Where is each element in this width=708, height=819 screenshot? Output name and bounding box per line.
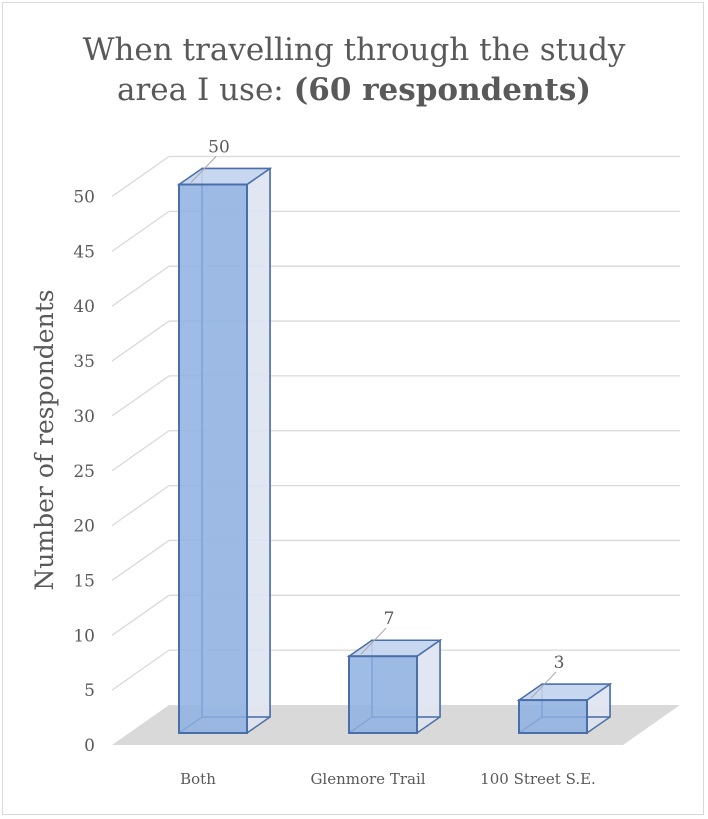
gridline-side [111,594,170,636]
y-tick-label: 40 [73,297,95,317]
bar-side-face [246,167,271,735]
gridline-side [111,210,170,252]
y-tick-label: 35 [73,352,95,372]
data-label-leader [360,627,387,655]
x-category-label: Both [180,770,216,788]
gridline-side [111,375,170,417]
chart-title-line1: When travelling through the study [82,32,626,68]
gridline-side [111,320,170,362]
gridline-side [111,155,170,198]
y-tick-label: 45 [73,242,95,262]
chart-title-line2: area I use: [117,72,294,108]
gridline-side [111,265,170,307]
x-category-label: Glenmore Trail [310,770,425,788]
bar [176,167,273,735]
bar-front-face [178,183,248,734]
y-tick-label: 10 [73,626,95,646]
y-tick-label: 5 [84,681,95,701]
chart-title: When travelling through the study area I… [0,30,708,110]
gridline-side [111,485,170,527]
data-label-leader [190,156,217,183]
data-label: 3 [554,653,565,673]
bar [516,682,613,735]
y-tick-label: 30 [73,407,95,427]
y-tick-label: 25 [73,462,95,482]
x-category-label: 100 Street S.E. [480,770,596,788]
chart-title-bold: (60 respondents) [293,72,591,108]
y-tick-label: 0 [84,736,95,756]
y-tick-label: 50 [73,188,95,208]
bar-front-face [348,655,418,735]
gridline-side [111,539,170,581]
gridline-side [111,649,170,691]
y-tick-label: 15 [73,571,95,591]
y-tick-label: 20 [73,517,95,537]
data-label-leader [530,671,557,699]
gridline-side [111,430,170,472]
bar-front-face [518,699,588,735]
bar [346,638,443,735]
data-label: 50 [208,138,230,158]
data-label: 7 [384,609,395,629]
y-axis-label: Number of respondents [30,289,59,590]
